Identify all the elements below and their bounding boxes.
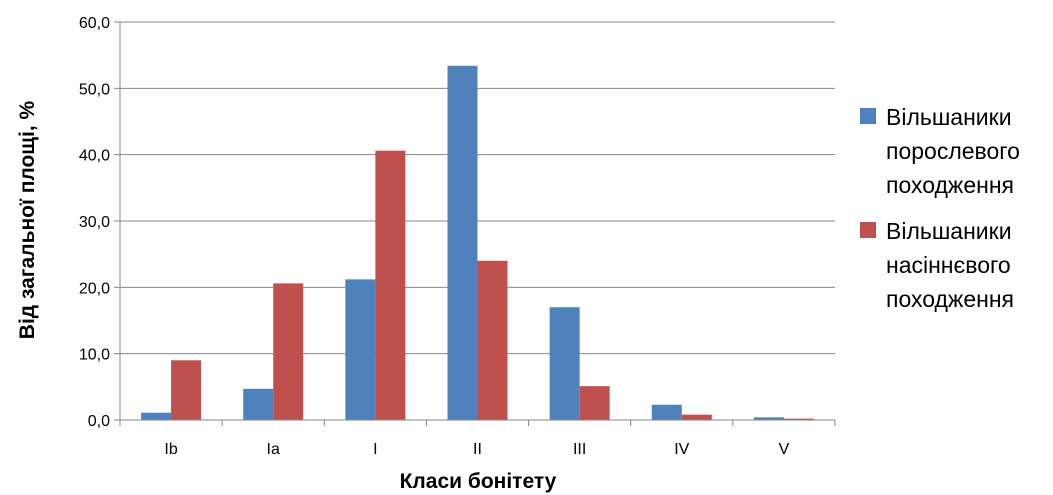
- bar-series-1-II: [447, 65, 478, 420]
- bar-series-2-Ib: [171, 360, 202, 420]
- y-tick-label: 0,0: [88, 413, 110, 430]
- legend-label-line: Вільшаники: [886, 218, 1012, 244]
- legend-label-series-2: Вільшаники насіннєвого походження: [886, 214, 1050, 316]
- legend-label-line: насіннєвого: [886, 252, 1011, 278]
- x-tick-label: II: [473, 441, 482, 458]
- y-tick-label: 20,0: [79, 280, 110, 297]
- bar-series-1-I: [345, 279, 376, 420]
- bar-series-2-V: [783, 418, 814, 420]
- legend-label-line: Вільшаники: [886, 104, 1012, 130]
- bar-series-2-IV: [681, 414, 712, 420]
- legend-item-series-1: Вільшаники порослевого походження: [860, 100, 1050, 202]
- legend-label-line: походження: [886, 286, 1014, 312]
- y-axis-ticks: 0,0 10,0 20,0 30,0 40,0 50,0 60,0: [79, 15, 120, 430]
- legend-label-series-1: Вільшаники порослевого походження: [886, 100, 1050, 202]
- bar-series-1-IV: [651, 404, 682, 420]
- bar-series-2-I: [375, 150, 406, 421]
- x-tick-label: Ia: [267, 441, 280, 458]
- bar-series-1-III: [549, 307, 580, 420]
- x-tick-label: V: [779, 441, 790, 458]
- y-axis-title: Від загальної площі, %: [16, 100, 39, 339]
- x-tick-label: Ib: [164, 441, 177, 458]
- y-tick-label: 50,0: [79, 81, 110, 98]
- y-tick-label: 60,0: [79, 15, 110, 32]
- bar-series-1-Ia: [243, 388, 274, 420]
- y-tick-label: 40,0: [79, 148, 110, 165]
- legend-label-line: порослевого: [886, 138, 1020, 164]
- bar-series-2-Ia: [273, 283, 304, 420]
- x-axis-title: Класи бонітету: [400, 470, 557, 493]
- y-tick-label: 10,0: [79, 347, 110, 364]
- legend-swatch-series-2: [860, 222, 876, 238]
- bars: [141, 65, 814, 421]
- x-tick-label: III: [573, 441, 586, 458]
- x-axis-ticks: Ib Ia I II III IV V: [119, 420, 836, 458]
- axes: [119, 22, 835, 421]
- legend-item-series-2: Вільшаники насіннєвого походження: [860, 214, 1050, 316]
- bar-series-2-III: [579, 386, 610, 420]
- bar-series-2-II: [477, 260, 508, 420]
- legend-label-line: походження: [886, 172, 1014, 198]
- bar-series-1-V: [753, 417, 784, 420]
- legend-swatch-series-1: [860, 108, 876, 124]
- x-tick-label: IV: [674, 441, 689, 458]
- legend: Вільшаники порослевого походження Вільша…: [860, 100, 1050, 328]
- x-tick-label: I: [373, 441, 377, 458]
- y-tick-label: 30,0: [79, 214, 110, 231]
- bar-series-1-Ib: [141, 412, 172, 420]
